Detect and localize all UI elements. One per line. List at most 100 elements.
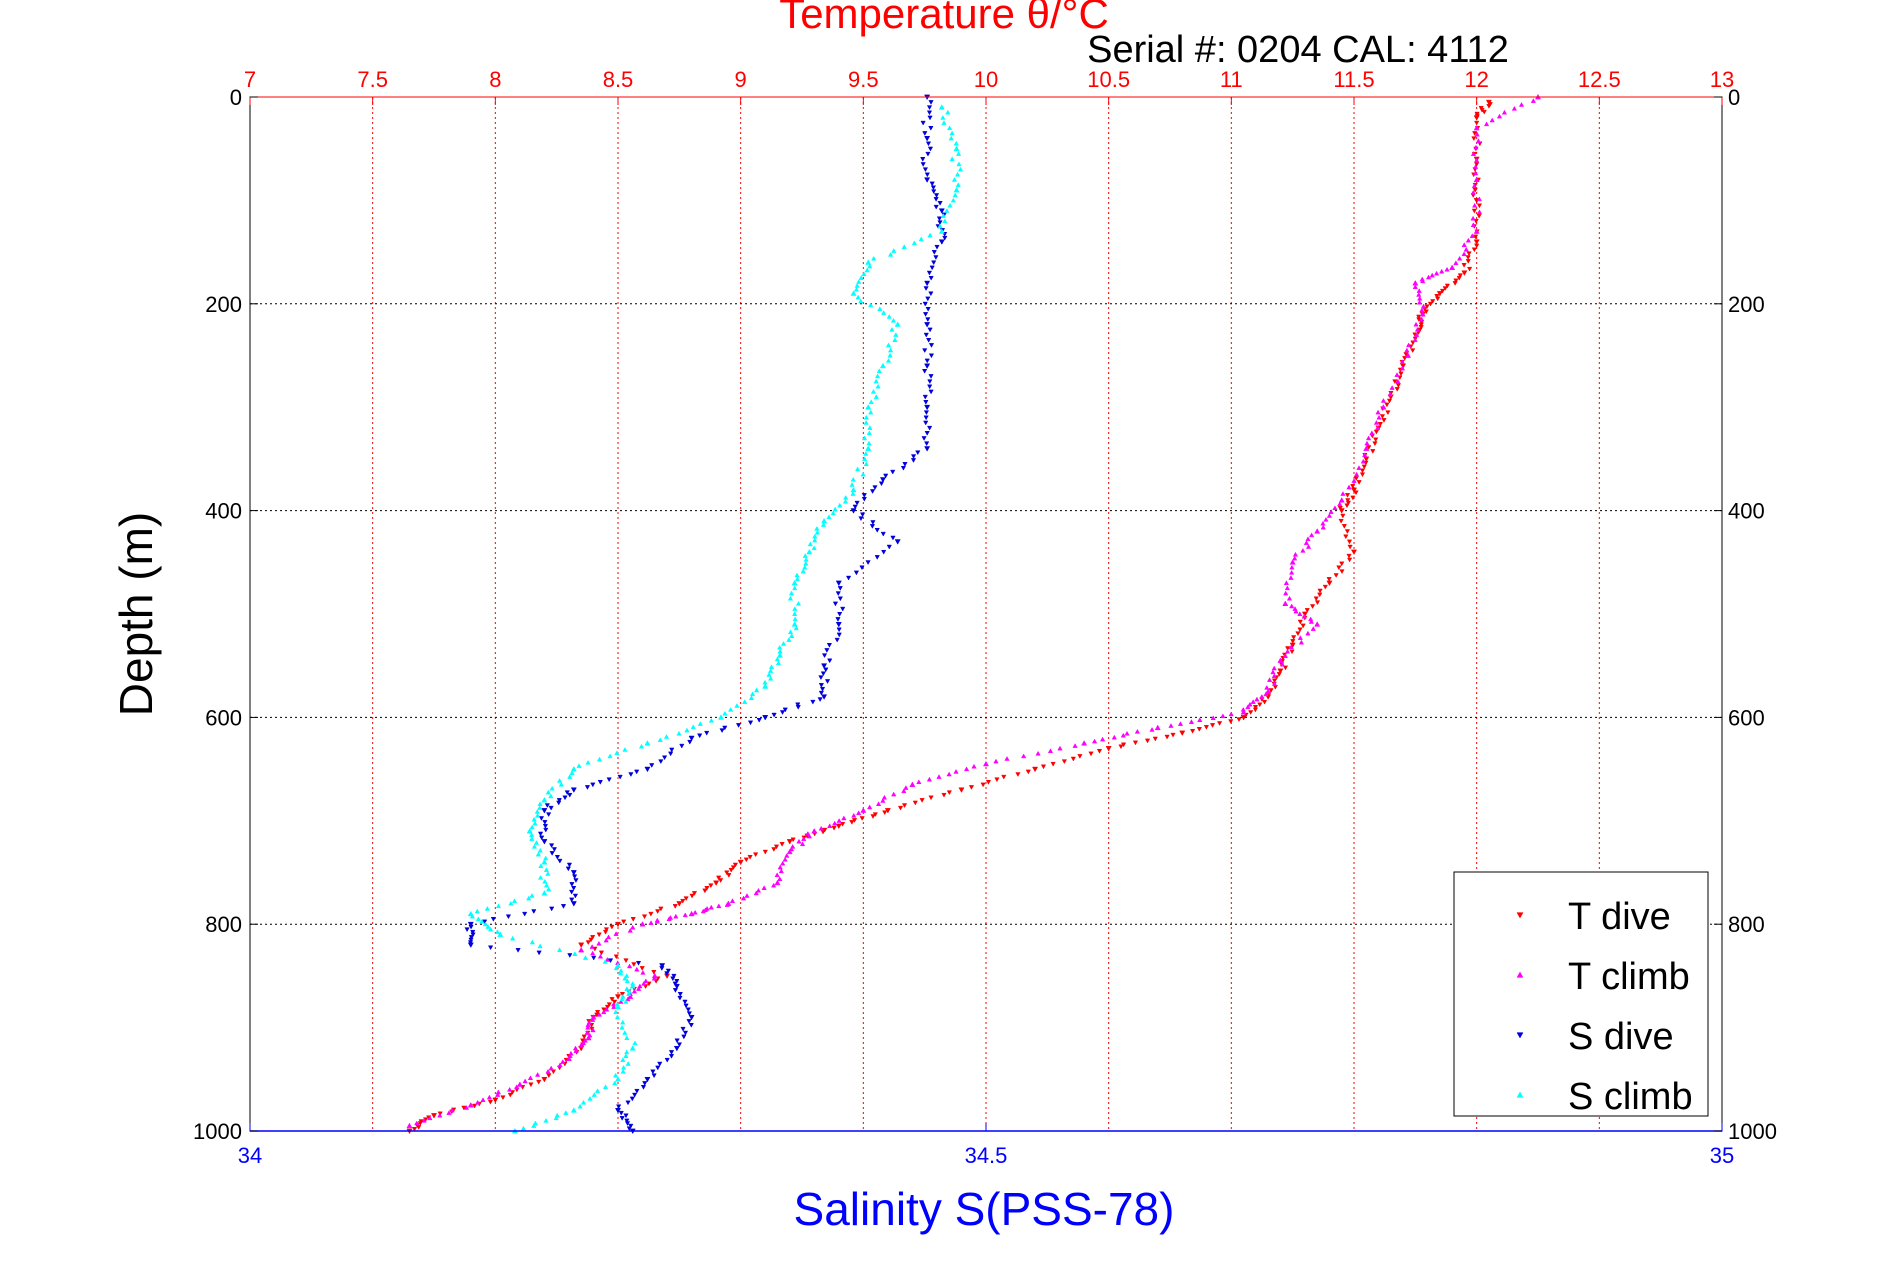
data-point <box>915 450 921 456</box>
data-point <box>859 816 865 821</box>
data-point <box>641 914 648 920</box>
data-point <box>601 1009 607 1015</box>
data-point <box>916 779 922 785</box>
data-point <box>1385 410 1391 416</box>
data-point <box>1337 506 1343 511</box>
data-point <box>1203 725 1210 730</box>
data-point <box>596 756 603 762</box>
data-point <box>584 785 591 790</box>
data-point <box>532 820 538 826</box>
data-point <box>923 286 929 292</box>
data-point <box>607 958 614 964</box>
data-point <box>850 476 856 482</box>
data-point <box>879 362 886 369</box>
data-point <box>955 151 962 156</box>
data-point <box>1035 750 1041 756</box>
data-point <box>697 721 703 726</box>
data-point <box>594 1010 601 1015</box>
data-point <box>1197 717 1203 722</box>
data-point <box>894 321 901 327</box>
data-point <box>529 939 536 945</box>
data-point <box>878 481 885 487</box>
temperature-tick-label: 8 <box>489 67 501 92</box>
temperature-tick-label: 11 <box>1220 67 1243 92</box>
data-point <box>1282 600 1289 606</box>
data-point <box>657 1061 663 1067</box>
data-point <box>922 301 928 307</box>
data-point <box>1439 268 1445 274</box>
data-point <box>669 747 675 753</box>
data-point <box>1282 665 1289 671</box>
data-point <box>1353 490 1359 496</box>
data-point <box>853 286 860 292</box>
data-point <box>1346 484 1352 490</box>
legend: T dive T climb S dive S climb <box>1453 871 1709 1118</box>
data-point <box>799 841 806 847</box>
data-point <box>1240 715 1247 721</box>
data-point <box>1301 613 1307 619</box>
data-point <box>537 874 544 880</box>
data-point <box>1418 322 1424 328</box>
data-point <box>644 766 651 773</box>
data-point <box>817 697 823 703</box>
data-point <box>806 833 813 839</box>
data-point <box>1301 611 1308 618</box>
data-point <box>468 937 474 943</box>
data-point <box>507 1092 513 1098</box>
data-point <box>927 327 933 333</box>
data-point <box>730 865 737 871</box>
data-point <box>1473 239 1480 245</box>
data-point <box>768 675 774 681</box>
data-point <box>923 410 930 416</box>
data-point <box>946 790 952 796</box>
data-point <box>860 807 867 813</box>
data-point <box>437 1112 443 1118</box>
data-point <box>858 298 864 304</box>
data-point <box>1032 766 1039 773</box>
data-point <box>657 737 663 743</box>
data-point <box>485 924 491 929</box>
data-point <box>1021 753 1027 759</box>
data-point <box>570 870 577 876</box>
data-point <box>867 263 873 269</box>
data-point <box>923 400 929 405</box>
data-point <box>1314 621 1321 627</box>
data-point <box>949 156 955 162</box>
data-point <box>537 847 543 853</box>
depth-axis-right: 0 200 400 600 800 1000 <box>1714 85 1777 1144</box>
data-point <box>1436 291 1443 297</box>
data-point <box>1144 738 1151 744</box>
data-point <box>771 882 777 888</box>
data-point <box>597 953 604 959</box>
data-point <box>881 794 888 800</box>
depth-tick-label-right: 1000 <box>1728 1119 1777 1144</box>
data-point <box>875 801 882 807</box>
data-point <box>1470 222 1476 227</box>
data-point <box>680 1026 686 1032</box>
data-point <box>677 991 683 997</box>
data-point <box>1405 342 1412 348</box>
data-point <box>836 627 842 633</box>
data-point <box>664 971 670 977</box>
data-point <box>1380 398 1387 403</box>
data-point <box>928 126 934 131</box>
data-point <box>1228 719 1234 724</box>
data-point <box>786 637 792 642</box>
data-point <box>1124 730 1130 736</box>
data-point <box>1061 759 1068 765</box>
data-point <box>867 425 873 430</box>
data-point <box>674 979 680 984</box>
data-point <box>1047 748 1054 754</box>
data-point <box>802 553 808 558</box>
depth-tick-label-right: 0 <box>1728 85 1740 110</box>
data-point <box>1168 723 1174 728</box>
data-point <box>788 590 795 596</box>
data-point <box>1395 383 1402 388</box>
data-point <box>1373 419 1380 425</box>
data-point <box>689 893 695 899</box>
data-point <box>1375 425 1381 430</box>
data-point <box>941 120 947 125</box>
data-point <box>1420 278 1426 284</box>
data-point <box>1040 764 1047 770</box>
data-point <box>1326 577 1332 582</box>
